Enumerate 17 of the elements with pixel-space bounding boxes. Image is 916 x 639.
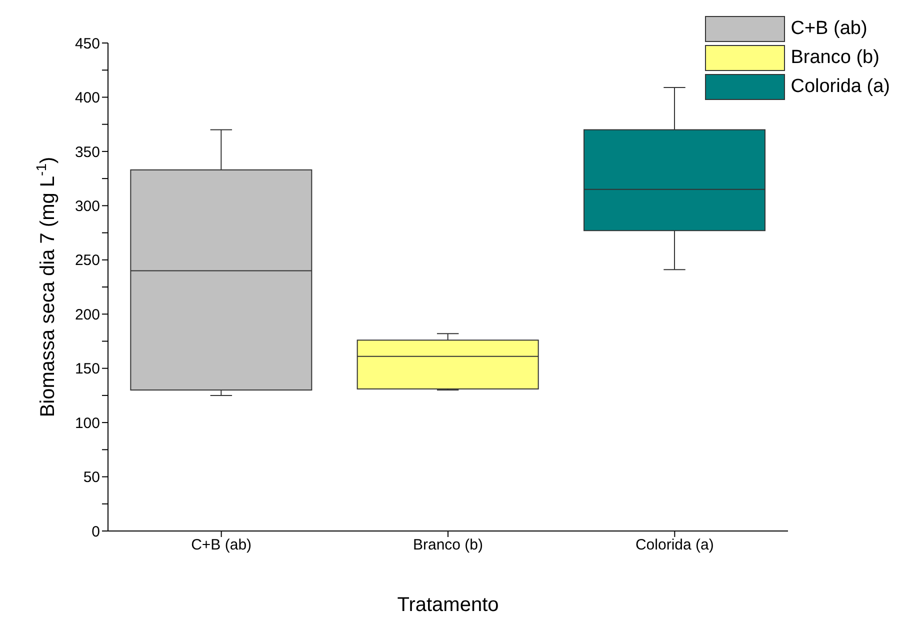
- y-tick-label: 400: [74, 90, 100, 107]
- y-tick-label: 200: [74, 306, 100, 324]
- y-tick-label: 450: [74, 35, 100, 52]
- x-tick-label: Colorida (a): [635, 536, 714, 554]
- y-tick-label: 50: [83, 469, 100, 486]
- y-tick-label: 300: [74, 198, 100, 215]
- x-tick-label: Branco (b): [412, 536, 484, 554]
- y-tick-label: 250: [74, 252, 100, 270]
- legend-label: Colorida (a): [790, 76, 890, 98]
- y-tick-label: 350: [74, 144, 100, 161]
- x-tick-label: C+B (ab): [191, 536, 252, 554]
- legend-label: Branco (b): [790, 46, 880, 68]
- legend-label: C+B (ab): [790, 18, 868, 40]
- y-tick-label: 100: [74, 414, 100, 432]
- x-axis-title: Tratamento: [397, 594, 499, 616]
- y-tick-label: 150: [74, 360, 100, 378]
- y-tick-label: 0: [92, 523, 100, 540]
